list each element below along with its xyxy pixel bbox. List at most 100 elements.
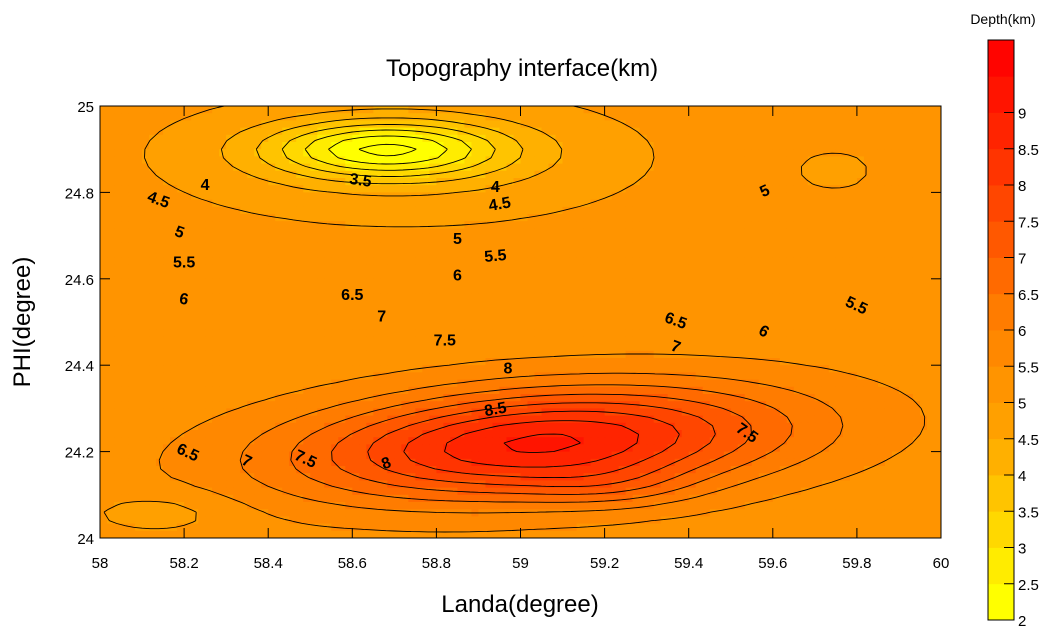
contour-cell [912, 206, 921, 215]
contour-cell [863, 386, 872, 395]
contour-cell [121, 178, 129, 186]
contour-cell [401, 206, 409, 215]
contour-cell [212, 170, 220, 179]
contour-cell [604, 163, 613, 172]
contour-cell [891, 322, 900, 330]
contour-cell [744, 329, 753, 337]
contour-cell [926, 307, 935, 316]
contour-cell [520, 127, 529, 136]
contour-cell [282, 372, 290, 381]
contour-cell [856, 235, 865, 244]
contour-cell [233, 250, 241, 258]
contour-cell [520, 394, 529, 402]
contour-cell [884, 322, 893, 330]
contour-cell [702, 120, 711, 129]
contour-cell [513, 293, 522, 301]
contour-cell [863, 278, 872, 287]
contour-cell [716, 300, 725, 309]
contour-cell [191, 163, 199, 172]
contour-cell [779, 372, 788, 381]
contour-cell [373, 134, 381, 143]
contour-cell [107, 221, 115, 229]
contour-cell [877, 278, 886, 287]
contour-cell [898, 127, 907, 136]
contour-cell [219, 286, 227, 294]
contour-cell [471, 178, 480, 186]
contour-cell [716, 199, 725, 208]
contour-cell [709, 343, 718, 352]
contour-cell [471, 142, 480, 150]
contour-cell [422, 178, 430, 186]
contour-cell [492, 314, 501, 323]
contour-cell [898, 185, 907, 193]
contour-cell [856, 192, 865, 201]
contour-cell [772, 178, 781, 186]
contour-cell [331, 106, 339, 114]
contour-cell [933, 120, 941, 129]
contour-cell [352, 336, 360, 345]
contour-cell [905, 113, 914, 121]
contour-cell [380, 250, 388, 258]
contour-cell [779, 206, 788, 215]
contour-cell [184, 214, 192, 222]
contour-cell [499, 206, 508, 215]
contour-cell [492, 199, 501, 208]
contour-cell [415, 286, 423, 294]
contour-cell [793, 185, 802, 193]
contour-cell [303, 120, 311, 129]
contour-cell [639, 286, 648, 294]
contour-cell [485, 221, 494, 229]
contour-cell [324, 134, 332, 143]
contour-cell [247, 322, 255, 330]
contour-cell [303, 192, 311, 201]
contour-cell [653, 221, 662, 229]
contour-cell [625, 206, 634, 215]
contour-cell [870, 142, 879, 150]
contour-cell [835, 214, 844, 222]
contour-cell [506, 358, 515, 366]
contour-cell [569, 163, 578, 172]
contour-cell [933, 156, 941, 165]
contour-cell [751, 358, 760, 366]
contour-cell [240, 358, 248, 366]
contour-cell [653, 156, 662, 165]
contour-cell [828, 235, 837, 244]
contour-cell [751, 250, 760, 258]
contour-cell [317, 127, 325, 136]
contour-cell [338, 314, 346, 323]
contour-cell [723, 314, 732, 323]
contour-cell [919, 250, 928, 258]
contour-cell [128, 343, 136, 352]
contour-cell [415, 235, 423, 244]
contour-cell [835, 278, 844, 287]
contour-cell [765, 286, 774, 294]
contour-cell [744, 242, 753, 251]
contour-cell [149, 134, 157, 143]
contour-cell [212, 271, 220, 280]
contour-cell [380, 264, 388, 273]
contour-cell [534, 242, 543, 251]
contour-cell [373, 329, 381, 337]
contour-cell [240, 178, 248, 186]
contour-cell [163, 149, 171, 157]
contour-cell [723, 307, 732, 316]
contour-cell [891, 199, 900, 208]
contour-cell [289, 235, 297, 244]
contour-cell [478, 250, 487, 258]
contour-cell [310, 278, 318, 287]
contour-cell [506, 322, 515, 330]
contour-cell [660, 386, 669, 395]
contour-cell [107, 127, 115, 136]
contour-cell [408, 199, 416, 208]
contour-cell [674, 394, 683, 402]
contour-cell [429, 372, 437, 381]
contour-cell [569, 394, 578, 402]
contour-cell [240, 307, 248, 316]
contour-cell [184, 134, 192, 143]
contour-cell [548, 386, 557, 395]
contour-cell [814, 329, 823, 337]
contour-cell [282, 106, 290, 114]
contour-cell [303, 336, 311, 345]
contour-cell [268, 156, 276, 165]
contour-cell [464, 293, 473, 301]
